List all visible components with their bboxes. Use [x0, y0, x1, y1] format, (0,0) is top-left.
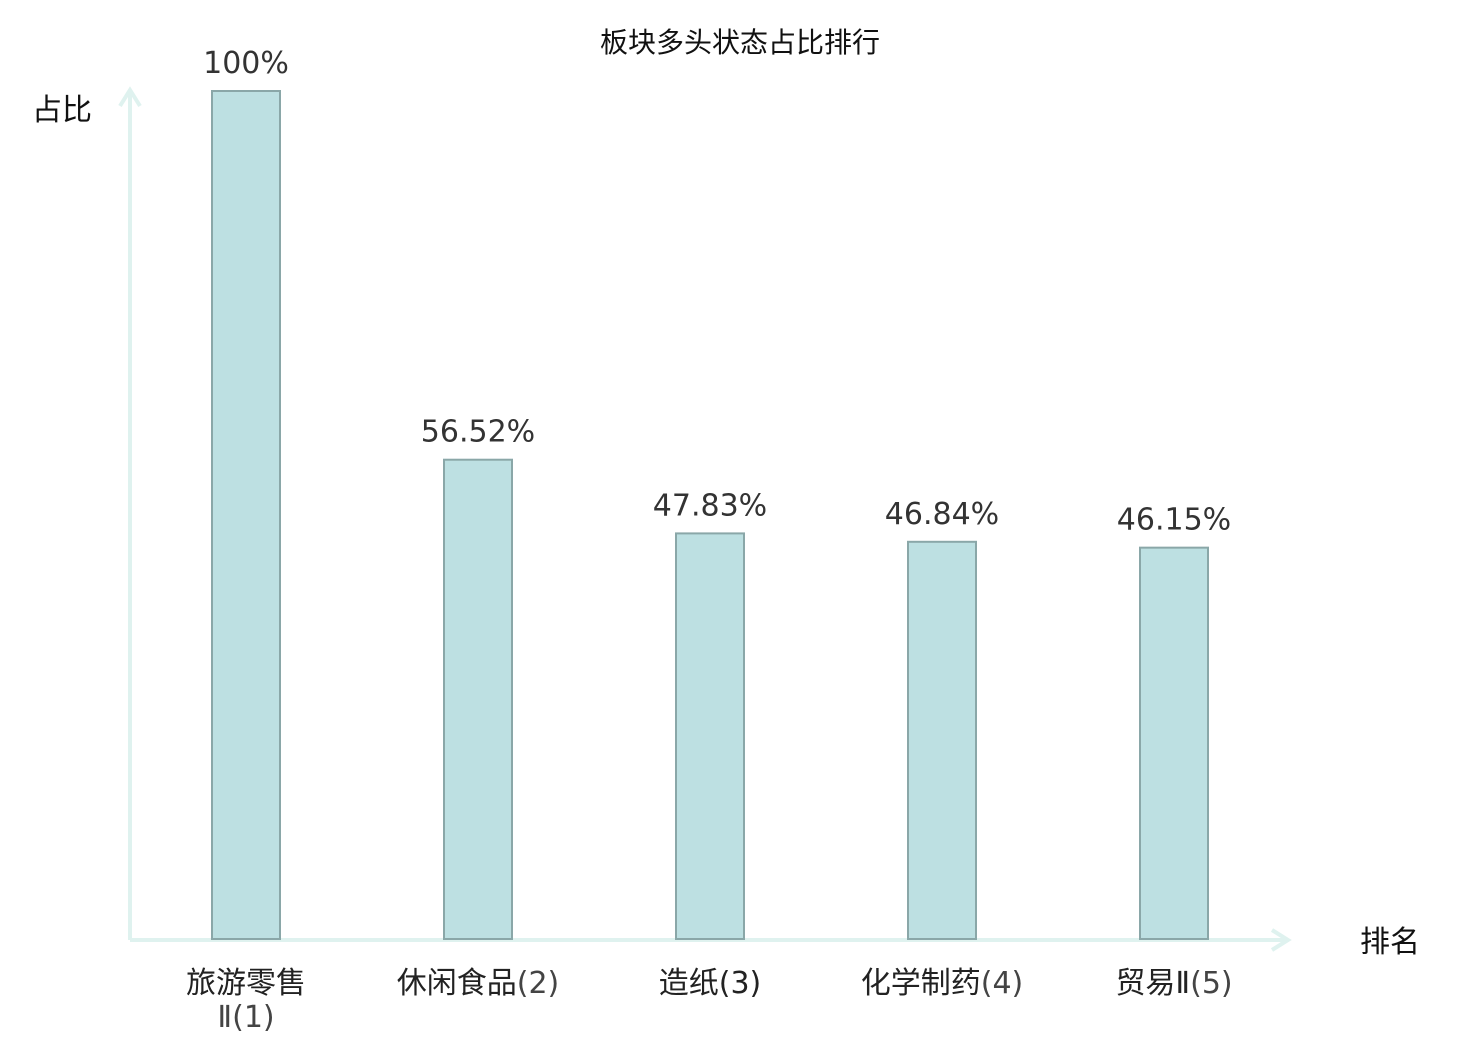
value-labels-group: 100% 56.52% 47.83% 46.84% 46.15% [203, 46, 1231, 538]
bar-value-label: 56.52% [421, 415, 535, 450]
y-axis-label: 占比 [32, 93, 92, 128]
bar-value-label: 46.15% [1117, 503, 1231, 538]
chart-title: 板块多头状态占比排行 [600, 26, 880, 59]
bar-value-label: 100% [203, 46, 289, 81]
bar [212, 91, 280, 939]
x-axis-label: 排名 [1360, 925, 1420, 960]
category-label: 化学制药(4) [861, 966, 1024, 1001]
bar [676, 533, 744, 939]
bar-value-label: 47.83% [653, 488, 767, 523]
category-label: 贸易Ⅱ(5) [1115, 966, 1232, 1001]
category-labels-group: 旅游零售 Ⅱ(1) 休闲食品(2) 造纸(3) 化学制药(4) 贸易Ⅱ(5) [186, 966, 1233, 1035]
bar [1140, 548, 1208, 939]
bar [444, 460, 512, 939]
bar [908, 542, 976, 939]
bar-value-label: 46.84% [885, 497, 999, 532]
category-label: 旅游零售 Ⅱ(1) [186, 966, 306, 1035]
category-label: 休闲食品(2) [397, 966, 560, 1001]
category-label: 造纸(3) [659, 966, 762, 1001]
